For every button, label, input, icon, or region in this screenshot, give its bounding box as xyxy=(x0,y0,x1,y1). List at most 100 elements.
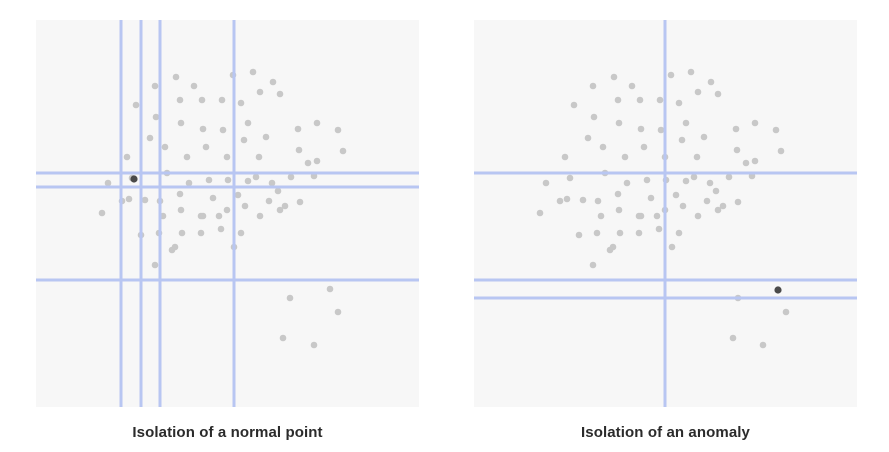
data-point xyxy=(205,176,213,184)
data-point xyxy=(98,209,106,217)
data-point xyxy=(570,101,578,109)
data-point xyxy=(197,229,205,237)
isolated-normal-point xyxy=(130,175,138,183)
data-point xyxy=(678,136,686,144)
data-point xyxy=(244,177,252,185)
data-point xyxy=(276,206,284,214)
anomaly-panel xyxy=(474,20,857,407)
data-point xyxy=(256,212,264,220)
data-point xyxy=(224,176,232,184)
data-point xyxy=(295,146,303,154)
data-point xyxy=(575,231,583,239)
data-point xyxy=(679,202,687,210)
data-point xyxy=(178,229,186,237)
data-point xyxy=(782,308,790,316)
data-point xyxy=(176,190,184,198)
data-point xyxy=(190,82,198,90)
data-point xyxy=(593,229,601,237)
data-point xyxy=(161,143,169,151)
data-point xyxy=(237,229,245,237)
data-point xyxy=(655,225,663,233)
data-point xyxy=(742,159,750,167)
data-point xyxy=(287,173,295,181)
data-point xyxy=(256,88,264,96)
data-point xyxy=(777,147,785,155)
data-point xyxy=(682,177,690,185)
data-point xyxy=(244,119,252,127)
data-point xyxy=(249,68,257,76)
data-point xyxy=(667,71,675,79)
data-point xyxy=(675,99,683,107)
data-point xyxy=(635,212,643,220)
anomaly-caption: Isolation of an anomaly xyxy=(581,424,750,441)
data-point xyxy=(772,126,780,134)
data-point xyxy=(616,229,624,237)
data-point xyxy=(614,96,622,104)
data-point xyxy=(751,119,759,127)
data-point xyxy=(597,212,605,220)
data-point xyxy=(635,229,643,237)
data-point xyxy=(647,194,655,202)
normal-point-scatter xyxy=(36,20,419,407)
data-point xyxy=(690,173,698,181)
data-point xyxy=(262,133,270,141)
data-point xyxy=(125,195,133,203)
data-point xyxy=(656,96,664,104)
data-point xyxy=(209,194,217,202)
data-point xyxy=(217,225,225,233)
data-point xyxy=(556,197,564,205)
anomaly-scatter xyxy=(474,20,857,407)
data-point xyxy=(215,212,223,220)
data-point xyxy=(594,197,602,205)
data-point xyxy=(294,125,302,133)
data-point xyxy=(706,179,714,187)
data-point xyxy=(240,136,248,144)
data-point xyxy=(104,179,112,187)
data-point xyxy=(640,143,648,151)
data-point xyxy=(542,179,550,187)
data-point xyxy=(286,294,294,302)
data-point xyxy=(141,196,149,204)
data-point xyxy=(151,261,159,269)
data-point xyxy=(623,179,631,187)
data-point xyxy=(237,99,245,107)
data-point xyxy=(223,206,231,214)
data-point xyxy=(304,159,312,167)
data-point xyxy=(590,113,598,121)
data-point xyxy=(265,197,273,205)
data-point xyxy=(733,146,741,154)
data-point xyxy=(694,88,702,96)
data-point xyxy=(621,153,629,161)
data-point xyxy=(281,202,289,210)
data-point xyxy=(712,187,720,195)
data-point xyxy=(682,119,690,127)
data-point xyxy=(636,96,644,104)
data-point xyxy=(313,119,321,127)
data-point xyxy=(734,198,742,206)
data-point xyxy=(759,341,767,349)
data-point xyxy=(123,153,131,161)
data-point xyxy=(334,126,342,134)
data-point xyxy=(199,125,207,133)
data-point xyxy=(310,341,318,349)
data-point xyxy=(274,187,282,195)
data-point xyxy=(296,198,304,206)
data-point xyxy=(719,202,727,210)
data-point xyxy=(615,206,623,214)
data-point xyxy=(599,143,607,151)
data-point xyxy=(643,176,651,184)
data-point xyxy=(198,96,206,104)
data-point xyxy=(146,134,154,142)
data-point xyxy=(714,90,722,98)
data-point xyxy=(566,174,574,182)
data-point xyxy=(177,119,185,127)
data-point xyxy=(223,153,231,161)
data-point xyxy=(276,90,284,98)
data-point xyxy=(693,153,701,161)
data-point xyxy=(339,147,347,155)
data-point xyxy=(653,212,661,220)
data-point xyxy=(732,125,740,133)
data-point xyxy=(132,101,140,109)
data-point xyxy=(657,126,665,134)
isolated-anomaly-point xyxy=(774,286,782,294)
